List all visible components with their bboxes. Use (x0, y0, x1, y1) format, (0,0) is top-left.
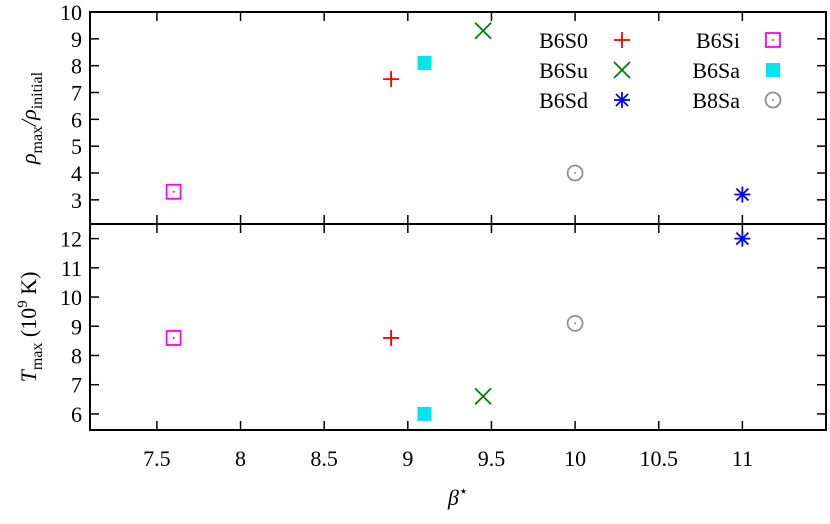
data-point (566, 164, 584, 182)
marker-shape (766, 63, 780, 77)
y-tick-label: 7 (71, 81, 82, 106)
x-axis-label: β⋆ (447, 484, 468, 510)
legend-marker (614, 32, 630, 48)
marker-stroke (615, 93, 629, 107)
legend-label: B8Sa (692, 88, 740, 113)
y-tick-label: 9 (71, 314, 82, 339)
x-tick-label: 9.5 (478, 446, 506, 471)
x-tick-label: 9 (402, 446, 413, 471)
y-tick-label: 9 (71, 27, 82, 52)
legend-label: B6Sd (539, 88, 588, 113)
marker-shape (417, 55, 432, 70)
marker-dot (574, 172, 577, 175)
y-label-part: 9 (15, 300, 31, 308)
marker-dot (772, 99, 774, 101)
x-tick-label: 10.5 (639, 446, 678, 471)
legend-label: B6Su (539, 58, 588, 83)
y-label-part: /ρ (16, 109, 41, 128)
marker-stroke (735, 187, 750, 202)
y-label-part: (10 (16, 308, 41, 343)
plot-frame (89, 223, 827, 431)
x-tick-label: 11 (732, 446, 753, 471)
marker-shape (566, 164, 584, 182)
marker-dot (574, 322, 577, 325)
marker-dot (772, 39, 774, 41)
legend-label: B6Sa (692, 58, 740, 83)
y-tick-label: 6 (71, 402, 82, 427)
legend-marker (613, 61, 631, 79)
x-label-part: ⋆ (459, 484, 468, 500)
marker-shape (417, 406, 432, 421)
legend-marker (765, 32, 781, 48)
data-point (474, 387, 492, 406)
y-tick-label: 8 (71, 54, 82, 79)
y-tick-label: 10 (60, 285, 82, 310)
y-label-part: initial (29, 71, 46, 109)
y-label-part: max (29, 126, 46, 154)
legend-marker (614, 92, 630, 108)
y-tick-label: 11 (61, 256, 82, 281)
legend-marker (766, 63, 780, 77)
y-label-part: K) (16, 272, 41, 301)
marker-shape (764, 91, 782, 109)
marker-shape (765, 32, 781, 48)
x-tick-label: 8 (235, 446, 246, 471)
marker-stroke (735, 231, 750, 246)
marker-stroke (613, 61, 631, 79)
y-tick-label: 7 (71, 373, 82, 398)
data-point (566, 314, 584, 332)
legend-label: B6Si (696, 28, 740, 53)
y-tick-label: 10 (60, 0, 82, 25)
marker-stroke (474, 387, 492, 406)
y-tick-label: 12 (60, 227, 82, 252)
y-axis-label-bottom: Tmax (109 K) (15, 272, 46, 383)
data-point (474, 22, 492, 40)
legend-label: B6S0 (539, 28, 588, 53)
data-point (417, 55, 432, 70)
data-point (734, 230, 751, 247)
marker-shape (165, 183, 182, 200)
marker-shape (566, 314, 584, 332)
marker-dot (172, 190, 175, 193)
data-point (383, 71, 400, 88)
marker-shape (165, 330, 182, 346)
y-tick-label: 4 (71, 161, 82, 186)
marker-stroke (474, 22, 492, 40)
x-tick-label: 8.5 (310, 446, 338, 471)
x-label-part: β (447, 485, 459, 510)
y-label-part: max (29, 343, 46, 371)
y-label-part: ρ (16, 153, 41, 165)
y-label-part: T (16, 368, 41, 382)
data-point (734, 186, 751, 203)
x-tick-label: 10 (564, 446, 586, 471)
y-axis-label-top: ρmax/ρinitial (16, 71, 46, 165)
x-tick-label: 7.5 (143, 446, 171, 471)
data-point (383, 329, 400, 346)
legend-marker (764, 91, 782, 109)
y-tick-label: 3 (71, 188, 82, 213)
y-tick-label: 6 (71, 107, 82, 132)
y-tick-label: 8 (71, 343, 82, 368)
marker-dot (172, 336, 175, 339)
data-point (417, 406, 432, 421)
data-point (165, 330, 182, 346)
data-point (165, 183, 182, 200)
y-tick-label: 5 (71, 134, 82, 159)
